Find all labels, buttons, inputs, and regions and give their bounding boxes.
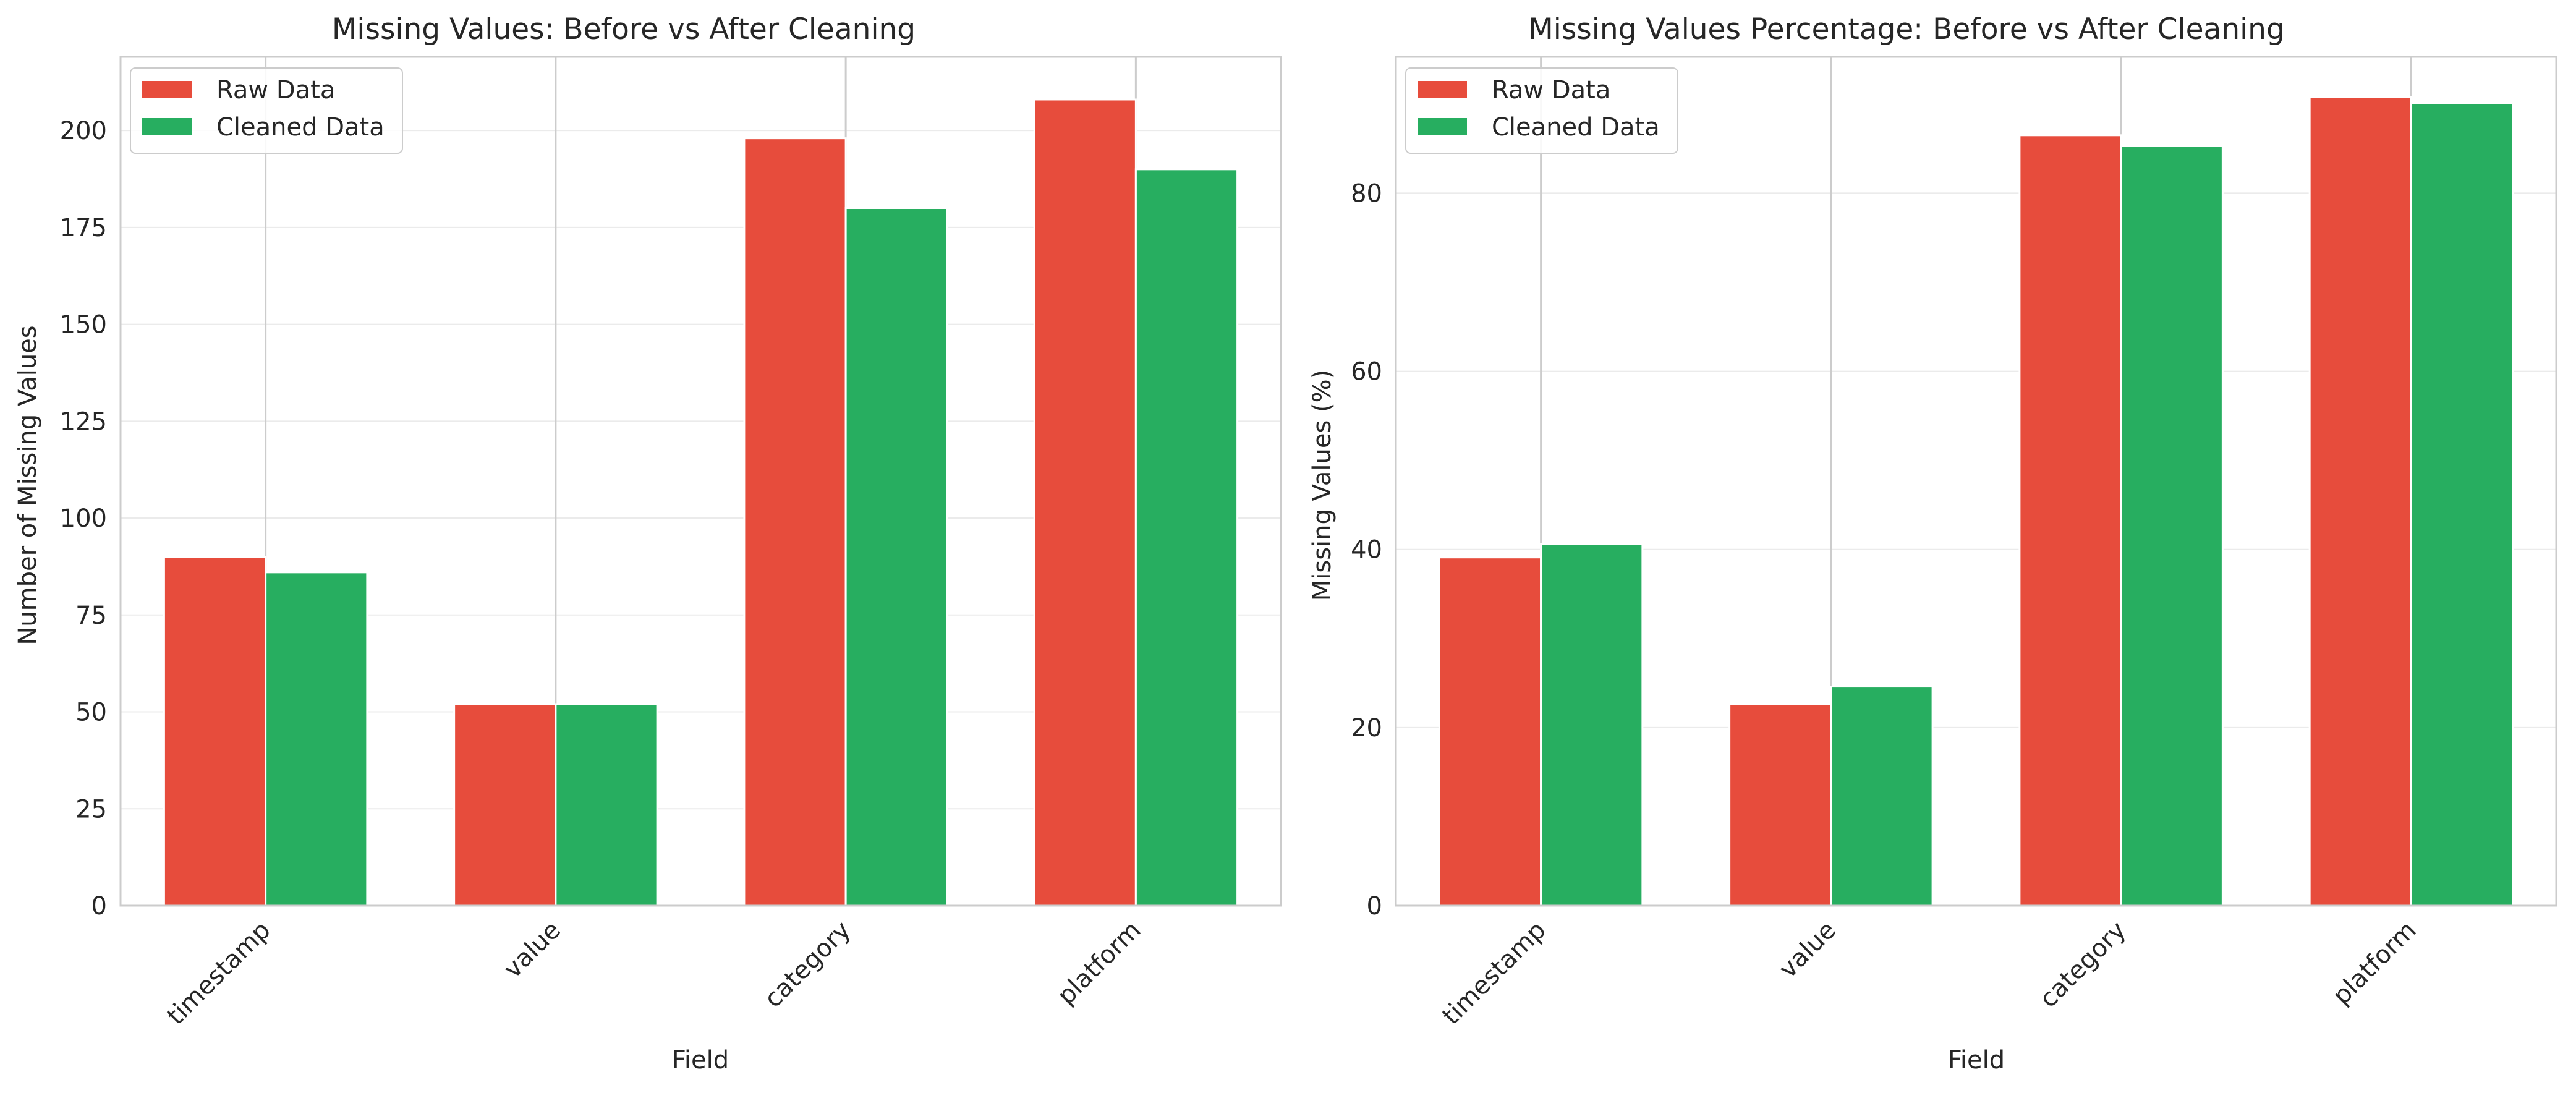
bar-cleaned-value (555, 703, 658, 907)
legend-swatch-cleaned (142, 118, 192, 135)
legend-label-cleaned: Cleaned Data (216, 113, 385, 142)
y-axis-label: Number of Missing Values (14, 325, 42, 645)
missing-count-chart: Missing Values: Before vs After Cleaning… (14, 12, 1282, 1074)
y-tick-label: 100 (60, 504, 107, 533)
chart-title: Missing Values: Before vs After Cleaning (332, 12, 916, 46)
bar-cleaned-platform (2410, 102, 2514, 907)
bar-cleaned-category (844, 207, 948, 907)
y-tick-label: 0 (1367, 892, 1382, 921)
bar-raw-platform (2308, 96, 2412, 907)
y-tick-label: 150 (60, 311, 107, 339)
legend-swatch-raw (1418, 81, 1467, 98)
bar-cleaned-platform (1134, 168, 1239, 907)
bar-raw-category (2018, 134, 2122, 907)
bar-raw-timestamp (1438, 556, 1542, 907)
legend-box (1405, 67, 1678, 154)
bar-cleaned-timestamp (265, 571, 368, 907)
x-axis-label: Field (1948, 1046, 2005, 1074)
x-axis-label: Field (672, 1046, 729, 1074)
bar-raw-value (1728, 703, 1832, 907)
y-tick-label: 80 (1351, 179, 1382, 208)
y-tick-label: 25 (75, 795, 107, 823)
missing-percentage-chart: Missing Values Percentage: Before vs Aft… (1308, 12, 2557, 1074)
bar-raw-platform (1033, 98, 1137, 907)
legend-box (130, 67, 403, 154)
y-axis-label: Missing Values (%) (1308, 370, 1337, 602)
legend-label-raw: Raw Data (1492, 76, 1610, 104)
plot-frame (119, 56, 1282, 907)
y-tick-label: 60 (1351, 358, 1382, 386)
y-tick-label: 40 (1351, 536, 1382, 564)
legend-swatch-cleaned (1418, 118, 1467, 135)
y-tick-label: 20 (1351, 714, 1382, 742)
bar-cleaned-category (2120, 145, 2224, 907)
legend: Raw Data Cleaned Data (1405, 67, 1678, 154)
legend-label-raw: Raw Data (216, 76, 335, 104)
bar-raw-value (453, 703, 557, 907)
legend-swatch-raw (142, 81, 192, 98)
bar-cleaned-timestamp (1540, 543, 1644, 907)
legend: Raw Data Cleaned Data (130, 67, 403, 154)
bar-cleaned-value (1830, 686, 1934, 907)
legend-label-cleaned: Cleaned Data (1492, 113, 1660, 142)
bar-raw-category (743, 137, 847, 907)
y-tick-label: 125 (60, 407, 107, 436)
y-tick-label: 50 (75, 699, 107, 727)
y-tick-label: 200 (60, 117, 107, 145)
bar-raw-timestamp (163, 556, 267, 907)
y-tick-label: 175 (60, 214, 107, 242)
y-tick-label: 0 (91, 892, 107, 921)
y-tick-label: 75 (75, 602, 107, 630)
chart-title: Missing Values Percentage: Before vs Aft… (1528, 12, 2285, 46)
plot-frame (1395, 56, 2557, 907)
